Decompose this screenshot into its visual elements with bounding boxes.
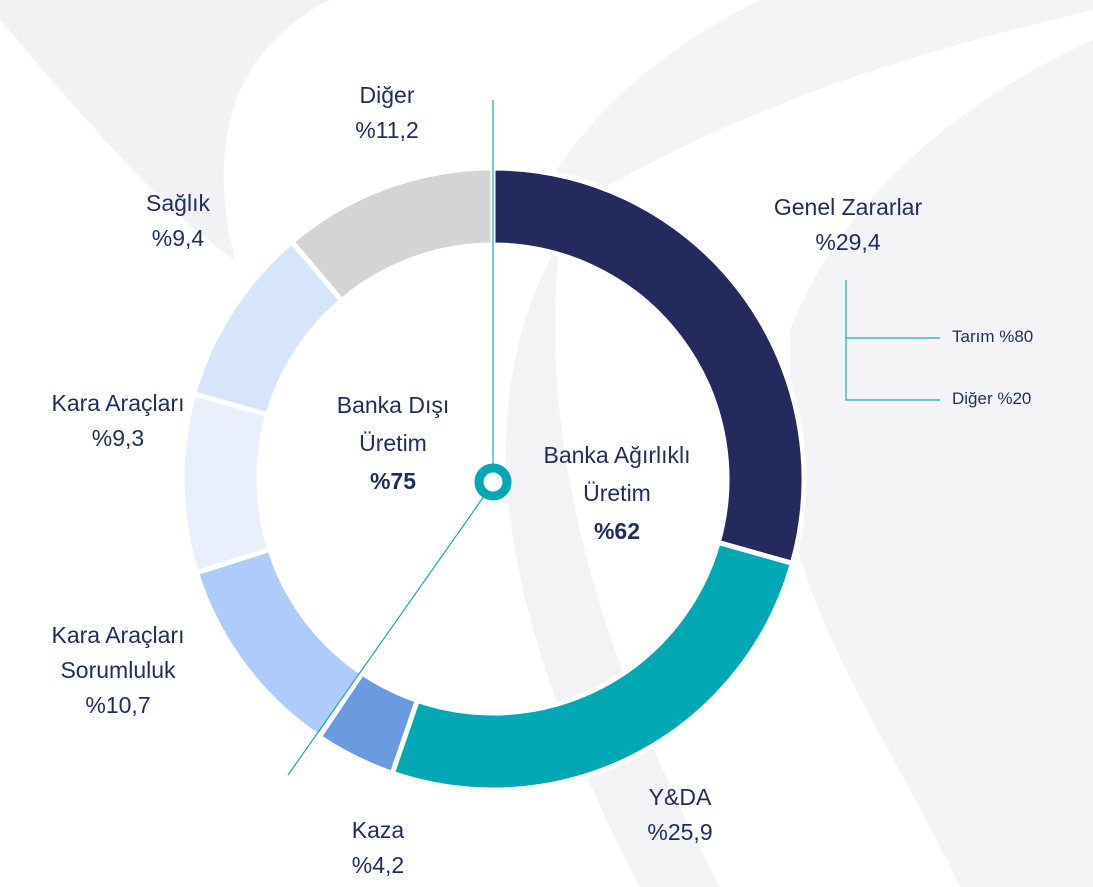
center-label: Banka Ağırlıklı Üretim %62 — [517, 436, 717, 550]
center-value: %75 — [313, 462, 473, 500]
value-label: %9,4 — [118, 221, 238, 256]
donut-segment — [196, 549, 362, 736]
category-name: Diğer — [327, 78, 447, 113]
value-label: %11,2 — [327, 113, 447, 148]
segment-label: Sağlık%9,4 — [118, 186, 238, 256]
center-text: Banka Ağırlıklı Üretim — [517, 436, 717, 512]
value-label: %9,3 — [18, 421, 218, 456]
segment-label: Kara Araçları%9,3 — [18, 386, 218, 456]
breakdown-label: Tarım %80 — [952, 327, 1033, 347]
value-label: %29,4 — [738, 225, 958, 260]
segment-label: Y&DA%25,9 — [620, 780, 740, 850]
center-text: Banka Dışı Üretim — [313, 386, 473, 462]
value-label: %4,2 — [318, 848, 438, 883]
category-name: Kaza — [318, 813, 438, 848]
segment-label: Diğer%11,2 — [327, 78, 447, 148]
background-shape — [790, 40, 1093, 887]
segment-label: Kaza%4,2 — [318, 813, 438, 883]
category-name: Genel Zararlar — [738, 190, 958, 225]
donut-segment — [292, 168, 493, 300]
value-label: %10,7 — [23, 688, 213, 723]
center-label: Banka Dışı Üretim %75 — [313, 386, 473, 500]
breakdown-label: Diğer %20 — [952, 389, 1031, 409]
segment-label: Genel Zararlar%29,4 — [738, 190, 958, 260]
category-name: Kara Araçları Sorumluluk — [23, 618, 213, 688]
page: Banka Dışı Üretim %75 Banka Ağırlıklı Ür… — [0, 0, 1093, 887]
center-ring — [479, 468, 507, 496]
category-name: Sağlık — [118, 186, 238, 221]
segment-label: Kara Araçları Sorumluluk%10,7 — [23, 618, 213, 723]
category-name: Y&DA — [620, 780, 740, 815]
center-value: %62 — [517, 512, 717, 550]
value-label: %25,9 — [620, 815, 740, 850]
category-name: Kara Araçları — [18, 386, 218, 421]
